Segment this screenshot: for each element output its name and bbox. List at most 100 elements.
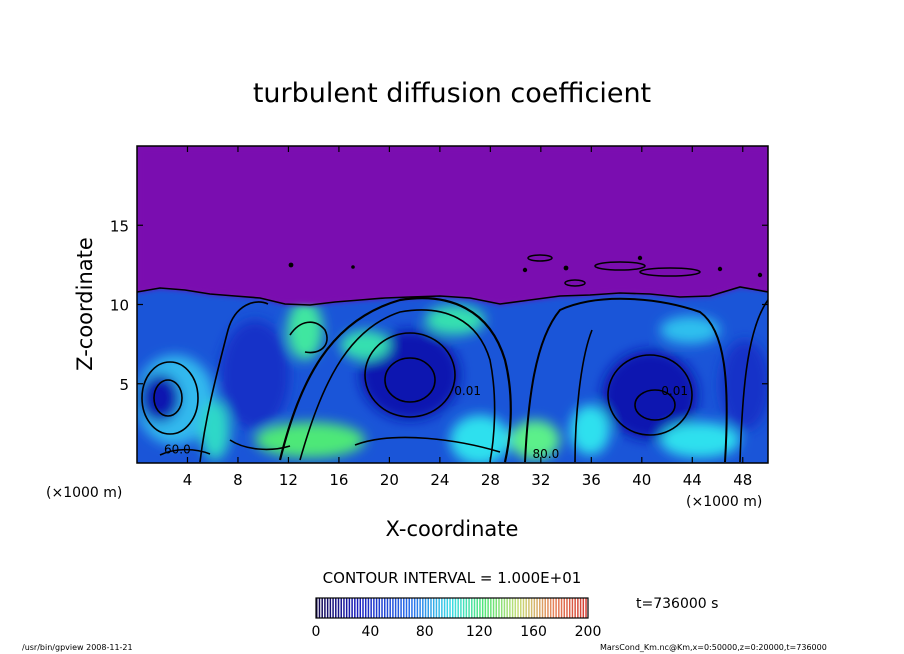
colorbar-stripe [579, 598, 582, 618]
colorbar-stripe [422, 598, 424, 618]
y-tick-label: 15 [110, 217, 129, 235]
colorbar-stripe [533, 598, 536, 618]
x-tick-label: 44 [683, 471, 702, 489]
x-tick-label: 28 [481, 471, 500, 489]
colorbar-stripe [354, 598, 356, 618]
contour-dots [288, 255, 763, 278]
colorbar-stripe [476, 598, 478, 618]
contour-interval: CONTOUR INTERVAL = 1.000E+01 [323, 569, 582, 587]
x-tick-label: 48 [733, 471, 752, 489]
y-tick-label: 5 [119, 376, 129, 394]
colorbar-stripe [484, 598, 487, 618]
colorbar-stripe [509, 598, 511, 618]
colorbar-stripe [568, 598, 571, 618]
x-tick-label: 24 [430, 471, 449, 489]
x-tick-label: 8 [233, 471, 243, 489]
colorbar-stripe [432, 598, 435, 618]
colorbar-stripe [443, 598, 446, 618]
colorbar-stripe [492, 598, 495, 618]
contour-label: 0.01 [661, 384, 688, 398]
colorbar-stripe [329, 598, 332, 618]
colorbar-stripe [514, 598, 517, 618]
colorbar-stripe [549, 598, 552, 618]
colorbar-stripe [424, 598, 427, 618]
y-axis-label: Z-coordinate [73, 237, 97, 371]
colorbar-stripe [392, 598, 394, 618]
colorbar-stripe [460, 598, 462, 618]
colorbar-stripe [335, 598, 337, 618]
colorbar-stripe [337, 598, 340, 618]
colorbar-stripe [411, 598, 413, 618]
x-axis-label: X-coordinate [386, 517, 519, 541]
colorbar-stripe [345, 598, 348, 618]
colorbar-stripe [370, 598, 372, 618]
colorbar-stripe [367, 598, 370, 618]
colorbar-stripe [462, 598, 465, 618]
colorbar-stripe [585, 598, 587, 618]
eddy-layer [137, 300, 768, 463]
y-tick-label: 10 [110, 297, 129, 315]
colorbar-stripe [582, 598, 585, 618]
x-tick-label: 4 [183, 471, 193, 489]
colorbar-stripe [528, 598, 530, 618]
contour-label: 80.0 [533, 447, 560, 461]
colorbar-stripe [574, 598, 576, 618]
colorbar-stripe [435, 598, 438, 618]
x-tick-label: 20 [380, 471, 399, 489]
colorbar-stripe [397, 598, 400, 618]
x-tick-label: 32 [531, 471, 550, 489]
colorbar-stripe [490, 598, 492, 618]
x-tick-label: 12 [279, 471, 298, 489]
colorbar-stripe [552, 598, 555, 618]
colorbar-stripe [530, 598, 533, 618]
colorbar-stripe [539, 598, 541, 618]
colorbar-stripe [362, 598, 364, 618]
colorbar-stripe [326, 598, 329, 618]
colorbar-stripe [500, 598, 503, 618]
colorbar-stripe [373, 598, 375, 618]
colorbar-tick-label: 40 [361, 624, 379, 640]
x-unit-right: (×1000 m) [686, 494, 762, 510]
colorbar-stripe [403, 598, 405, 618]
colorbar-stripe [340, 598, 342, 618]
colorbar-stripe [359, 598, 362, 618]
colorbar-stripe [454, 598, 457, 618]
colorbar-stripe [381, 598, 383, 618]
colorbar-stripe [544, 598, 546, 618]
plot-area: 60.0 0.01 0.01 80.0 [137, 146, 768, 463]
colorbar-stripe [405, 598, 408, 618]
x-tick-label: 40 [632, 471, 651, 489]
colorbar-stripe [563, 598, 566, 618]
colorbar-stripe [321, 598, 323, 618]
colorbar-stripe [430, 598, 432, 618]
colorbar-stripe [364, 598, 367, 618]
footer-right: MarsCond_Km.nc@Km,x=0:50000,z=0:20000,t=… [600, 643, 827, 652]
colorbar-stripe [506, 598, 508, 618]
x-tick-label: 36 [582, 471, 601, 489]
colorbar-stripes [316, 598, 587, 618]
colorbar-stripe [384, 598, 386, 618]
colorbar-stripe [316, 598, 318, 618]
colorbar-stripe [394, 598, 397, 618]
colorbar-stripe [560, 598, 563, 618]
colorbar-stripe [375, 598, 378, 618]
colorbar-tick-label: 160 [520, 624, 547, 640]
colorbar-stripe [378, 598, 381, 618]
colorbar-tick-label: 200 [575, 624, 602, 640]
x-unit-left: (×1000 m) [46, 485, 122, 501]
colorbar-tick-label: 120 [466, 624, 493, 640]
chart-title: turbulent diffusion coefficient [253, 78, 651, 109]
footer-left: /usr/bin/gpview 2008-11-21 [22, 643, 133, 652]
colorbar-stripe [427, 598, 430, 618]
contour-labels: 60.0 0.01 0.01 80.0 [164, 384, 688, 461]
colorbar-stripe [438, 598, 440, 618]
colorbar-stripe [577, 598, 579, 618]
colorbar-stripe [441, 598, 443, 618]
colorbar-stripe [525, 598, 527, 618]
colorbar-stripe [471, 598, 473, 618]
colorbar-stripe [473, 598, 476, 618]
time-label: t=736000 s [636, 596, 718, 612]
colorbar-stripe [547, 598, 549, 618]
colorbar-stripe [536, 598, 538, 618]
